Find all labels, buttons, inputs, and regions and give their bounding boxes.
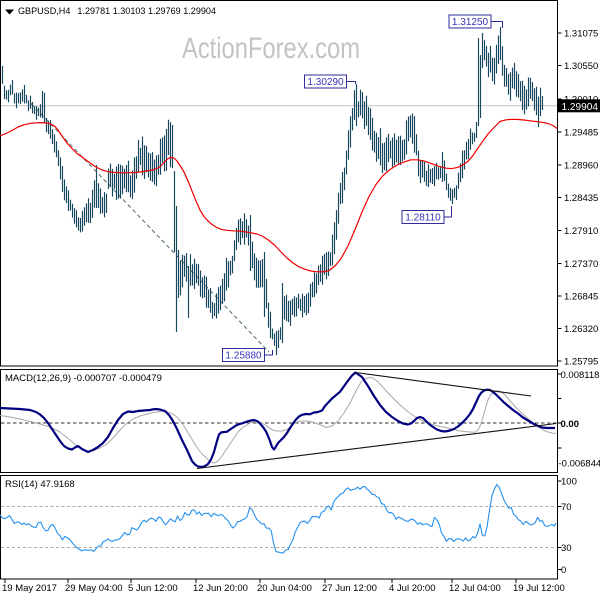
svg-text:1.29904: 1.29904 (562, 101, 599, 113)
svg-text:0.008118: 0.008118 (561, 370, 600, 381)
svg-text:0: 0 (561, 565, 566, 576)
svg-text:1.26845: 1.26845 (564, 292, 598, 303)
svg-text:0.00: 0.00 (561, 419, 580, 430)
svg-text:1.30010: 1.30010 (564, 95, 598, 106)
svg-text:4 Jul 20:00: 4 Jul 20:00 (389, 583, 435, 594)
svg-text:20 Jun 04:00: 20 Jun 04:00 (257, 583, 312, 594)
svg-text:1.25880: 1.25880 (225, 351, 262, 362)
svg-text:MACD(12,26,9) -0.000707 -0.000: MACD(12,26,9) -0.000707 -0.000479 (5, 373, 162, 384)
svg-text:19 Jul 12:00: 19 Jul 12:00 (513, 583, 565, 594)
svg-text:GBPUSD,H4 1.29781 1.30103 1.2: GBPUSD,H4 1.29781 1.30103 1.29769 1.2990… (18, 6, 216, 17)
svg-text:19 May 2017: 19 May 2017 (2, 583, 57, 594)
svg-text:100: 100 (561, 477, 577, 488)
svg-text:1.31250: 1.31250 (452, 17, 489, 28)
svg-text:1.31075: 1.31075 (564, 29, 598, 40)
svg-text:12 Jul 04:00: 12 Jul 04:00 (449, 583, 501, 594)
svg-text:1.27910: 1.27910 (564, 226, 598, 237)
svg-text:1.28435: 1.28435 (564, 193, 598, 204)
svg-text:-0.006844: -0.006844 (559, 459, 600, 470)
svg-text:1.29485: 1.29485 (564, 128, 598, 139)
svg-text:1.26320: 1.26320 (564, 324, 598, 335)
svg-text:30: 30 (561, 543, 572, 554)
svg-text:27 Jun 12:00: 27 Jun 12:00 (322, 583, 377, 594)
svg-text:1.30550: 1.30550 (564, 61, 598, 72)
svg-text:29 May 04:00: 29 May 04:00 (65, 583, 123, 594)
svg-text:1.27370: 1.27370 (564, 259, 598, 270)
svg-text:1.30290: 1.30290 (307, 77, 344, 88)
svg-text:ActionForex.com: ActionForex.com (182, 32, 360, 65)
svg-text:5 Jun 12:00: 5 Jun 12:00 (128, 583, 178, 594)
svg-text:1.28960: 1.28960 (564, 161, 598, 172)
svg-text:70: 70 (561, 502, 572, 513)
svg-text:1.28110: 1.28110 (405, 213, 441, 224)
svg-text:12 Jun 20:00: 12 Jun 20:00 (193, 583, 248, 594)
svg-text:1.25795: 1.25795 (564, 357, 598, 368)
svg-text:RSI(14) 47.9168: RSI(14) 47.9168 (5, 479, 75, 490)
